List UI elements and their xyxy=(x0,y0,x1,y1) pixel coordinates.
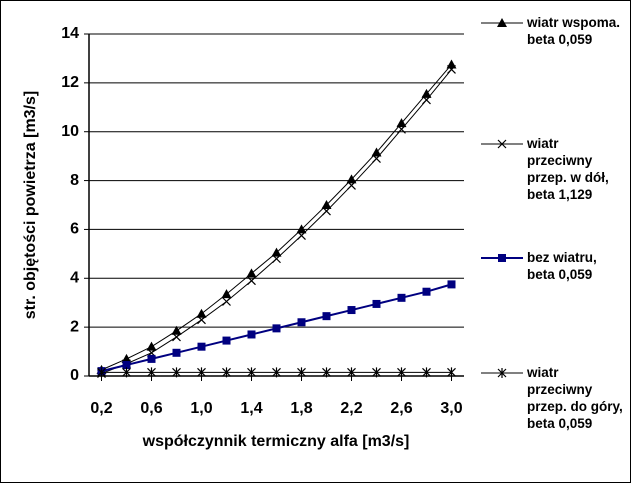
marker xyxy=(372,367,381,378)
x-tick-label: 1,4 xyxy=(240,400,262,417)
marker xyxy=(372,299,381,308)
marker xyxy=(172,367,181,378)
marker xyxy=(347,367,356,378)
marker xyxy=(97,367,106,378)
marker xyxy=(247,276,256,286)
x-tick-label: 2,2 xyxy=(340,400,362,417)
marker xyxy=(222,336,231,345)
legend-marker xyxy=(497,18,507,27)
y-tick-label: 2 xyxy=(70,318,79,335)
marker xyxy=(396,118,407,128)
marker xyxy=(122,361,131,370)
marker xyxy=(347,181,356,190)
y-tick-label: 8 xyxy=(70,172,79,189)
marker xyxy=(397,293,406,302)
marker xyxy=(296,224,307,234)
y-tick-label: 6 xyxy=(70,221,79,238)
x-tick-label: 3,0 xyxy=(440,400,462,417)
marker xyxy=(447,64,456,74)
x-tick-label: 0,6 xyxy=(140,400,162,417)
marker xyxy=(297,367,306,378)
marker xyxy=(347,306,356,315)
marker xyxy=(221,289,232,299)
marker xyxy=(397,124,406,134)
marker xyxy=(272,367,281,378)
x-tick-label: 1,0 xyxy=(190,400,212,417)
marker xyxy=(421,88,432,98)
x-tick-label: 0,2 xyxy=(90,400,112,417)
y-tick-label: 0 xyxy=(70,367,79,384)
x-axis-label: współczynnik termiczny alfa [m3/s] xyxy=(142,433,410,450)
marker xyxy=(172,332,181,342)
marker xyxy=(196,308,207,318)
legend-label: wiatr przeciwny przep. do góry, beta 0,0… xyxy=(527,365,623,431)
marker xyxy=(422,95,431,105)
marker xyxy=(247,367,256,378)
legend-label: bez wiatru, beta 0,059 xyxy=(527,250,597,282)
marker xyxy=(222,367,231,378)
marker xyxy=(122,367,131,378)
marker xyxy=(371,147,382,157)
marker xyxy=(247,330,256,339)
marker xyxy=(271,247,282,257)
marker xyxy=(272,254,281,264)
marker xyxy=(222,297,231,306)
marker xyxy=(447,280,456,289)
marker xyxy=(447,367,456,378)
marker xyxy=(321,200,332,209)
marker xyxy=(147,367,156,378)
marker xyxy=(197,342,206,351)
y-axis-label: str. objętości powietrza [m3/s] xyxy=(22,91,39,320)
marker xyxy=(346,174,357,184)
legend-marker xyxy=(497,139,507,149)
y-tick-label: 14 xyxy=(61,25,79,42)
legend-marker xyxy=(498,254,506,262)
legend-label: wiatr wspoma. beta 0,059 xyxy=(527,15,621,47)
marker xyxy=(197,367,206,378)
marker xyxy=(446,59,457,69)
marker xyxy=(246,268,257,278)
marker xyxy=(171,325,182,335)
x-tick-label: 2,6 xyxy=(390,400,412,417)
marker xyxy=(147,354,156,363)
y-tick-label: 10 xyxy=(61,123,79,140)
y-tick-label: 4 xyxy=(70,270,79,287)
marker xyxy=(397,367,406,378)
marker xyxy=(197,315,206,325)
y-tick-label: 12 xyxy=(61,74,79,91)
legend-marker xyxy=(497,368,507,378)
marker xyxy=(422,287,431,296)
legend-label: wiatr przeciwny przep. w dół, beta 1,129 xyxy=(527,136,609,202)
marker xyxy=(272,324,281,333)
marker xyxy=(322,206,331,216)
marker xyxy=(172,348,181,357)
marker xyxy=(146,341,157,351)
marker xyxy=(422,367,431,378)
marker xyxy=(297,231,306,240)
x-tick-label: 1,8 xyxy=(290,400,312,417)
marker xyxy=(322,312,331,321)
marker xyxy=(297,318,306,327)
marker xyxy=(372,154,381,164)
marker xyxy=(322,367,331,378)
series-line xyxy=(101,64,452,371)
